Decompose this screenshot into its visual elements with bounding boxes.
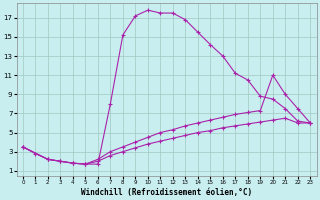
X-axis label: Windchill (Refroidissement éolien,°C): Windchill (Refroidissement éolien,°C) [81, 188, 252, 197]
